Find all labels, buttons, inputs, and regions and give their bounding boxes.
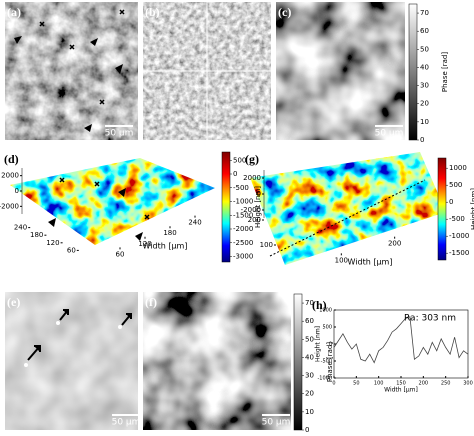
image-e xyxy=(5,292,138,430)
arrows xyxy=(27,309,132,361)
y-tick-label: -500 xyxy=(321,359,332,365)
markers xyxy=(14,9,150,241)
colorbar-tick-label: 10 xyxy=(305,408,314,416)
x-axis-label: Width [µm] xyxy=(143,242,188,251)
z-tick-label: 0 xyxy=(257,190,261,198)
y-tick-label: 180 xyxy=(30,231,43,239)
y-tick-label: 500 xyxy=(322,325,332,331)
colorbar-tick-label: 50 xyxy=(305,335,314,343)
tile-grid xyxy=(143,2,271,140)
surface-d xyxy=(10,158,215,245)
colorbar-tick-label: 40 xyxy=(305,353,314,361)
x-axis-label: Width [µm] xyxy=(384,387,418,394)
z-tick-label: 0 xyxy=(15,187,19,195)
colorbar-tick-label: 10 xyxy=(420,118,429,126)
y-axis-label: Height [nm] xyxy=(315,326,322,362)
colorbar-tick-label: 0 xyxy=(305,426,309,432)
colorbar-tick-label: 70 xyxy=(305,299,314,307)
colorbar-tick-label: -1000 xyxy=(449,232,469,240)
y-tick-label: 100 xyxy=(260,241,273,249)
scale-bar-label: 50 µm xyxy=(262,418,291,428)
x-tick-label: 180 xyxy=(163,229,176,237)
colorbar-tick-label: -3000 xyxy=(233,253,253,261)
colorbar-tick-label: -1500 xyxy=(233,211,253,219)
profile xyxy=(333,316,469,364)
colorbar-tick-label: 20 xyxy=(420,100,429,108)
colorbar-tick-label: 0 xyxy=(420,136,424,144)
image-c xyxy=(276,2,405,140)
colorbar-tick-label: -1000 xyxy=(233,198,253,206)
colorbar-tick-label: 20 xyxy=(305,390,314,398)
z-tick-label: 2000 xyxy=(243,174,261,182)
x-tick-label: 240 xyxy=(188,219,201,227)
colorbar-label: Height [nm] xyxy=(254,186,262,228)
colorbar xyxy=(408,3,418,141)
panel-label: (b) xyxy=(145,5,160,19)
y-tick-label: 0 xyxy=(329,342,332,348)
y-tick-label: 120 xyxy=(46,239,59,247)
colorbar-tick-label: 30 xyxy=(305,372,314,380)
colorbar-tick-label: 1000 xyxy=(449,164,467,172)
annotation: Ra: 303 nm xyxy=(404,314,456,324)
z-tick-label: -2000 xyxy=(241,206,261,214)
spots xyxy=(24,321,122,367)
colorbar xyxy=(293,293,303,431)
x-axis-label: Width [µm] xyxy=(348,258,393,267)
x-tick-label: 50 xyxy=(353,381,359,387)
colorbar-tick-label: 70 xyxy=(420,9,429,17)
x-tick-label: 250 xyxy=(441,381,451,387)
z-tick-label: 2000 xyxy=(1,172,19,180)
colorbar-tick-label: -1500 xyxy=(449,249,469,257)
y-tick-label: 200 xyxy=(248,216,261,224)
y-tick-label: 240 xyxy=(14,224,27,232)
panel-label: (a) xyxy=(7,5,21,19)
colorbar-tick-label: -500 xyxy=(449,215,465,223)
colorbar-tick-label: 40 xyxy=(420,63,429,71)
panel-label: (d) xyxy=(4,152,19,166)
image-a xyxy=(5,2,138,140)
colorbar xyxy=(221,151,231,263)
x-tick-label: 200 xyxy=(419,381,429,387)
colorbar-tick-label: 500 xyxy=(233,156,246,164)
surface-g xyxy=(250,152,446,265)
panel-label: (g) xyxy=(245,152,259,166)
y-tick-label: -1000 xyxy=(317,376,332,382)
colorbar-tick-label: 30 xyxy=(420,82,429,90)
x-tick-label: 0 xyxy=(332,381,335,387)
z-tick-label: -2000 xyxy=(0,202,19,210)
colorbar-label: Height [nm] xyxy=(470,188,474,230)
image-f xyxy=(143,292,291,430)
scale-bar-label: 50 µm xyxy=(375,129,404,139)
panel-label: (e) xyxy=(7,295,20,309)
x-tick-label: 150 xyxy=(396,381,406,387)
x-tick-label: 60 xyxy=(116,250,125,258)
x-tick-label: 100 xyxy=(335,256,348,264)
colorbar-tick-label: -2000 xyxy=(233,225,253,233)
y-tick-label: 1000 xyxy=(319,308,332,314)
colorbar-label: Phase [rad] xyxy=(441,52,449,92)
colorbar-tick-label: -500 xyxy=(233,184,249,192)
panel-label: (c) xyxy=(278,5,291,19)
x-tick-label: 120 xyxy=(138,240,151,248)
colorbar-tick-label: -2500 xyxy=(233,239,253,247)
colorbar-tick-label: 60 xyxy=(305,317,314,325)
colorbar-tick-label: 50 xyxy=(420,45,429,53)
y-tick-label: 60 xyxy=(67,246,76,254)
x-tick-label: 100 xyxy=(374,381,384,387)
colorbar xyxy=(437,157,447,261)
colorbar-label: Phase [rad] xyxy=(326,342,334,382)
x-tick-label: 200 xyxy=(388,240,401,248)
colorbar-tick-label: 0 xyxy=(233,170,237,178)
colorbar-tick-label: 0 xyxy=(449,198,453,206)
scale-bar-label: 50 µm xyxy=(112,418,141,428)
scale-bar-label: 50 µm xyxy=(105,129,134,139)
panel-label: (h) xyxy=(312,298,327,312)
profile-line xyxy=(269,179,426,257)
colorbar-tick-label: 500 xyxy=(449,181,462,189)
x-tick-label: 300 xyxy=(463,381,473,387)
colorbar-tick-label: 60 xyxy=(420,27,429,35)
panel-label: (f) xyxy=(145,295,157,309)
